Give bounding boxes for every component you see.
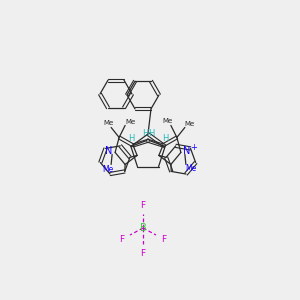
Text: F: F — [119, 235, 124, 244]
Text: Me: Me — [185, 122, 195, 128]
Text: H: H — [142, 129, 148, 138]
Text: Me: Me — [103, 165, 114, 174]
Text: N: N — [183, 146, 190, 156]
Text: N: N — [105, 146, 113, 156]
Text: H: H — [148, 129, 154, 138]
Text: Me: Me — [125, 119, 135, 125]
Text: Me: Me — [185, 164, 197, 173]
Text: F: F — [140, 202, 146, 211]
Text: +: + — [190, 143, 197, 152]
Text: B: B — [140, 223, 146, 233]
Text: Me: Me — [103, 120, 113, 126]
Text: F: F — [161, 235, 166, 244]
Text: F: F — [140, 248, 146, 257]
Text: Me: Me — [163, 118, 173, 124]
Text: H: H — [162, 134, 168, 143]
Text: H: H — [128, 134, 134, 143]
